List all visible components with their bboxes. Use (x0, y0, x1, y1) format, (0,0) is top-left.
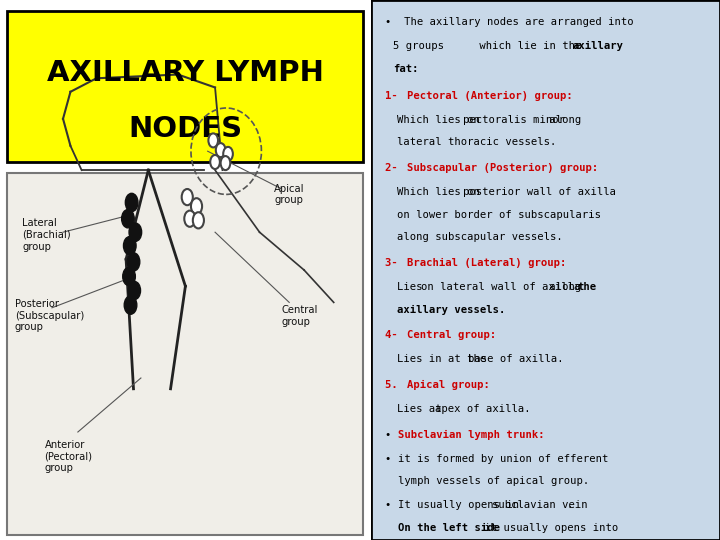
Text: NODES: NODES (128, 114, 243, 143)
Circle shape (208, 133, 218, 147)
Text: on lateral wall of axilla: on lateral wall of axilla (420, 282, 580, 292)
Text: Apical
group: Apical group (274, 184, 305, 205)
Text: apex of axilla.: apex of axilla. (435, 404, 531, 414)
Circle shape (125, 193, 138, 212)
Text: Lies: Lies (397, 282, 429, 292)
Text: 3-: 3- (384, 258, 404, 268)
Text: 1-: 1- (384, 91, 404, 101)
Text: which lie in the: which lie in the (473, 40, 588, 51)
Text: .: . (566, 500, 572, 510)
Circle shape (125, 296, 137, 314)
Text: Which lies on: Which lies on (397, 187, 486, 197)
Text: •: • (384, 500, 397, 510)
Circle shape (122, 210, 134, 228)
Text: On the left side: On the left side (398, 523, 500, 533)
Text: Which lies on: Which lies on (397, 114, 486, 125)
Circle shape (210, 155, 220, 169)
Text: Central
group: Central group (282, 305, 318, 327)
Text: axillary: axillary (572, 40, 624, 51)
Text: •: • (384, 454, 397, 463)
Text: posterior wall of axilla: posterior wall of axilla (463, 187, 616, 197)
Circle shape (184, 211, 195, 227)
Text: AXILLARY LYMPH: AXILLARY LYMPH (47, 59, 324, 87)
Text: it is formed by union of efferent: it is formed by union of efferent (398, 454, 608, 463)
Text: subclavian vein: subclavian vein (492, 500, 588, 510)
Text: Brachial (Lateral) group:: Brachial (Lateral) group: (408, 258, 567, 268)
Text: Central group:: Central group: (408, 330, 497, 340)
Circle shape (191, 198, 202, 214)
Text: •  The axillary nodes are arranged into: • The axillary nodes are arranged into (384, 17, 634, 28)
Text: on lower border of subscapularis: on lower border of subscapularis (397, 210, 601, 220)
Circle shape (181, 189, 193, 205)
Text: along: along (543, 282, 588, 292)
Circle shape (122, 267, 135, 286)
Text: 2-: 2- (384, 163, 404, 173)
Text: the: the (577, 282, 596, 292)
Text: •: • (384, 430, 397, 440)
Text: Subscapular (Posterior) group:: Subscapular (Posterior) group: (408, 163, 599, 173)
Circle shape (223, 147, 233, 161)
Text: along subscapular vessels.: along subscapular vessels. (397, 233, 563, 242)
Text: Lies at: Lies at (397, 404, 448, 414)
Text: 4-: 4- (384, 330, 404, 340)
Circle shape (128, 281, 140, 300)
Text: fat:: fat: (394, 64, 419, 74)
Circle shape (220, 156, 230, 170)
Text: Posterior
(Subscapular)
group: Posterior (Subscapular) group (15, 299, 84, 333)
Text: Subclavian lymph trunk:: Subclavian lymph trunk: (398, 430, 544, 440)
Text: 5.: 5. (384, 380, 404, 390)
Text: lymph vessels of apical group.: lymph vessels of apical group. (398, 476, 589, 486)
FancyBboxPatch shape (371, 0, 720, 540)
FancyBboxPatch shape (7, 11, 364, 162)
Text: pectoralis minor: pectoralis minor (463, 114, 564, 125)
Text: Pectoral (Anterior) group:: Pectoral (Anterior) group: (408, 91, 573, 101)
Text: Anterior
(Pectoral)
group: Anterior (Pectoral) group (45, 440, 92, 473)
FancyBboxPatch shape (7, 173, 364, 535)
Text: along: along (543, 114, 581, 125)
Circle shape (216, 143, 225, 157)
Text: Apical group:: Apical group: (408, 380, 490, 390)
Text: It usually opens in: It usually opens in (398, 500, 526, 510)
Circle shape (193, 212, 204, 228)
Text: 5 groups: 5 groups (394, 40, 444, 51)
Circle shape (129, 223, 142, 241)
Circle shape (127, 253, 140, 271)
Text: base of axilla.: base of axilla. (467, 354, 563, 364)
Circle shape (123, 237, 136, 255)
Text: it usually opens into: it usually opens into (477, 523, 618, 533)
Text: Lies in at the: Lies in at the (397, 354, 492, 364)
Text: Lateral
(Brachial)
group: Lateral (Brachial) group (22, 218, 71, 252)
Text: lateral thoracic vessels.: lateral thoracic vessels. (397, 137, 557, 147)
Text: axillary vessels.: axillary vessels. (397, 305, 505, 315)
